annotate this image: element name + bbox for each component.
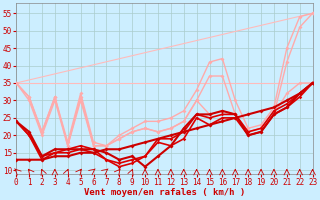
X-axis label: Vent moyen/en rafales ( km/h ): Vent moyen/en rafales ( km/h ) — [84, 188, 245, 197]
